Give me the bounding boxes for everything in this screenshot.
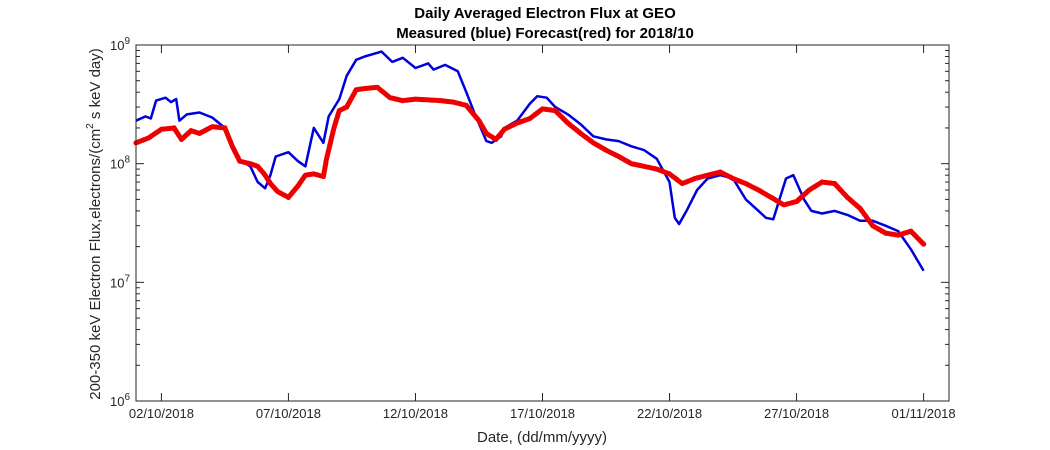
y-tick-exponent: 9	[124, 36, 130, 47]
x-tick-label: 02/10/2018	[129, 406, 194, 421]
y-axis-label-superscript: 2	[85, 123, 96, 129]
plot-series	[133, 50, 927, 272]
y-axis-label-main: 200-350 keV Electron Flux,electrons/(cm	[87, 129, 104, 400]
chart-subtitle: Measured (blue) Forecast(red) for 2018/1…	[396, 25, 694, 42]
y-tick-label: 107	[110, 273, 130, 290]
y-tick-base: 10	[110, 275, 124, 290]
x-axis-label: Date, (dd/mm/yyyy)	[477, 429, 607, 446]
y-tick-label: 108	[110, 155, 130, 172]
y-tick-exponent: 6	[124, 392, 130, 403]
measured-series-line	[135, 50, 925, 272]
y-tick-base: 10	[110, 394, 124, 409]
y-tick-base: 10	[110, 157, 124, 172]
x-tick-label: 07/10/2018	[256, 406, 321, 421]
y-tick-base: 10	[110, 38, 124, 53]
y-tick-exponent: 7	[124, 273, 130, 284]
y-tick-label: 109	[110, 36, 130, 53]
y-tick-exponent: 8	[124, 155, 130, 166]
x-tick-label: 01/11/2018	[892, 406, 956, 421]
x-tick-label: 17/10/2018	[510, 406, 575, 421]
chart-title: Daily Averaged Electron Flux at GEO	[414, 5, 676, 22]
y-tick-label: 106	[110, 392, 130, 409]
y-axis-label-tail: s keV day)	[87, 48, 104, 123]
forecast-point	[920, 241, 927, 247]
x-tick-label: 12/10/2018	[383, 406, 448, 421]
forecast-series-dots	[133, 84, 927, 247]
y-axis-label: 200-350 keV Electron Flux,electrons/(cm2…	[85, 48, 104, 400]
x-tick-label: 27/10/2018	[764, 406, 829, 421]
x-axis-ticks: 02/10/2018 07/10/2018 12/10/2018 17/10/2018…	[129, 45, 956, 421]
plot-area-frame	[135, 44, 950, 402]
x-tick-label: 22/10/2018	[637, 406, 702, 421]
